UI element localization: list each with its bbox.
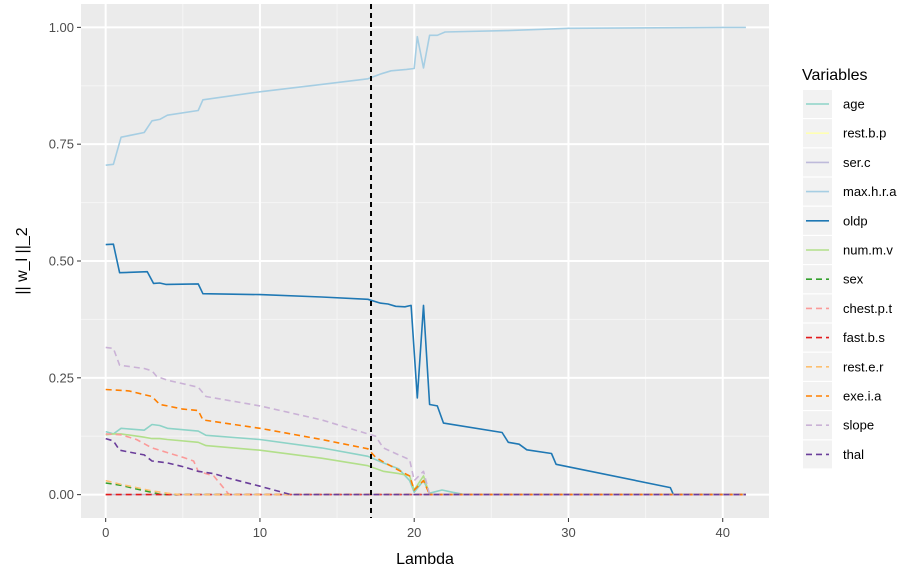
legend-label: ser.c [843, 155, 871, 170]
legend-item-age: age [803, 90, 865, 118]
legend-label: rest.b.p [843, 126, 886, 141]
x-axis-title: Lambda [396, 551, 454, 568]
y-tick-label: 1.00 [49, 20, 74, 35]
legend-title: Variables [802, 67, 868, 84]
y-tick-label: 0.00 [49, 487, 74, 502]
legend-item-rest-b-p: rest.b.p [803, 119, 886, 148]
x-tick-label: 30 [561, 525, 575, 540]
legend-item-exe-i-a: exe.i.a [803, 382, 882, 410]
legend-item-oldp: oldp [803, 206, 868, 235]
x-tick-label: 0 [102, 525, 109, 540]
legend-label: rest.e.r [843, 359, 884, 374]
legend-label: fast.b.s [843, 330, 885, 345]
y-tick-label: 0.75 [49, 137, 74, 152]
y-axis-ticks: 0.00 0.25 0.50 0.75 1.00 [49, 20, 81, 502]
legend-item-chest-p-t: chest.p.t [803, 294, 893, 323]
series-line-chest-p-t [105, 433, 746, 496]
y-axis-title: || w_l ||_2 [14, 227, 31, 294]
legend-item-thal: thal [803, 440, 864, 469]
series-line-age [105, 423, 746, 496]
y-tick-label: 0.25 [49, 370, 74, 385]
series-line-max-h-r-a [105, 26, 746, 166]
series-line-rest-e-r [105, 479, 746, 496]
series-line-thal [105, 437, 746, 496]
legend-item-ser-c: ser.c [803, 148, 871, 177]
series-line-slope [105, 346, 746, 496]
x-tick-label: 10 [253, 525, 267, 540]
legend-label: oldp [843, 213, 868, 228]
legend-label: thal [843, 447, 864, 462]
series-line-exe-i-a [105, 388, 746, 496]
legend-label: num.m.v [843, 243, 893, 258]
legend-label: age [843, 97, 865, 112]
legend-item-rest-e-r: rest.e.r [803, 352, 884, 381]
legend: Variables age rest.b.p ser.c max.h.r.a oldp n… [802, 67, 897, 469]
legend-label: chest.p.t [843, 301, 893, 316]
legend-item-sex: sex [803, 265, 864, 294]
series-lines [105, 26, 746, 496]
legend-label: slope [843, 418, 874, 433]
legend-item-num-m-v: num.m.v [803, 236, 893, 264]
x-axis-ticks: 0 10 20 30 40 [102, 518, 730, 540]
legend-item-max-h-r-a: max.h.r.a [803, 177, 897, 206]
legend-label: max.h.r.a [843, 184, 897, 199]
y-tick-label: 0.50 [49, 254, 74, 269]
legend-item-fast-b-s: fast.b.s [803, 323, 885, 352]
legend-label: exe.i.a [843, 389, 882, 404]
legend-item-slope: slope [803, 411, 874, 440]
x-tick-label: 20 [407, 525, 421, 540]
legend-label: sex [843, 272, 864, 287]
x-tick-label: 40 [715, 525, 729, 540]
series-line-oldp [105, 243, 746, 496]
